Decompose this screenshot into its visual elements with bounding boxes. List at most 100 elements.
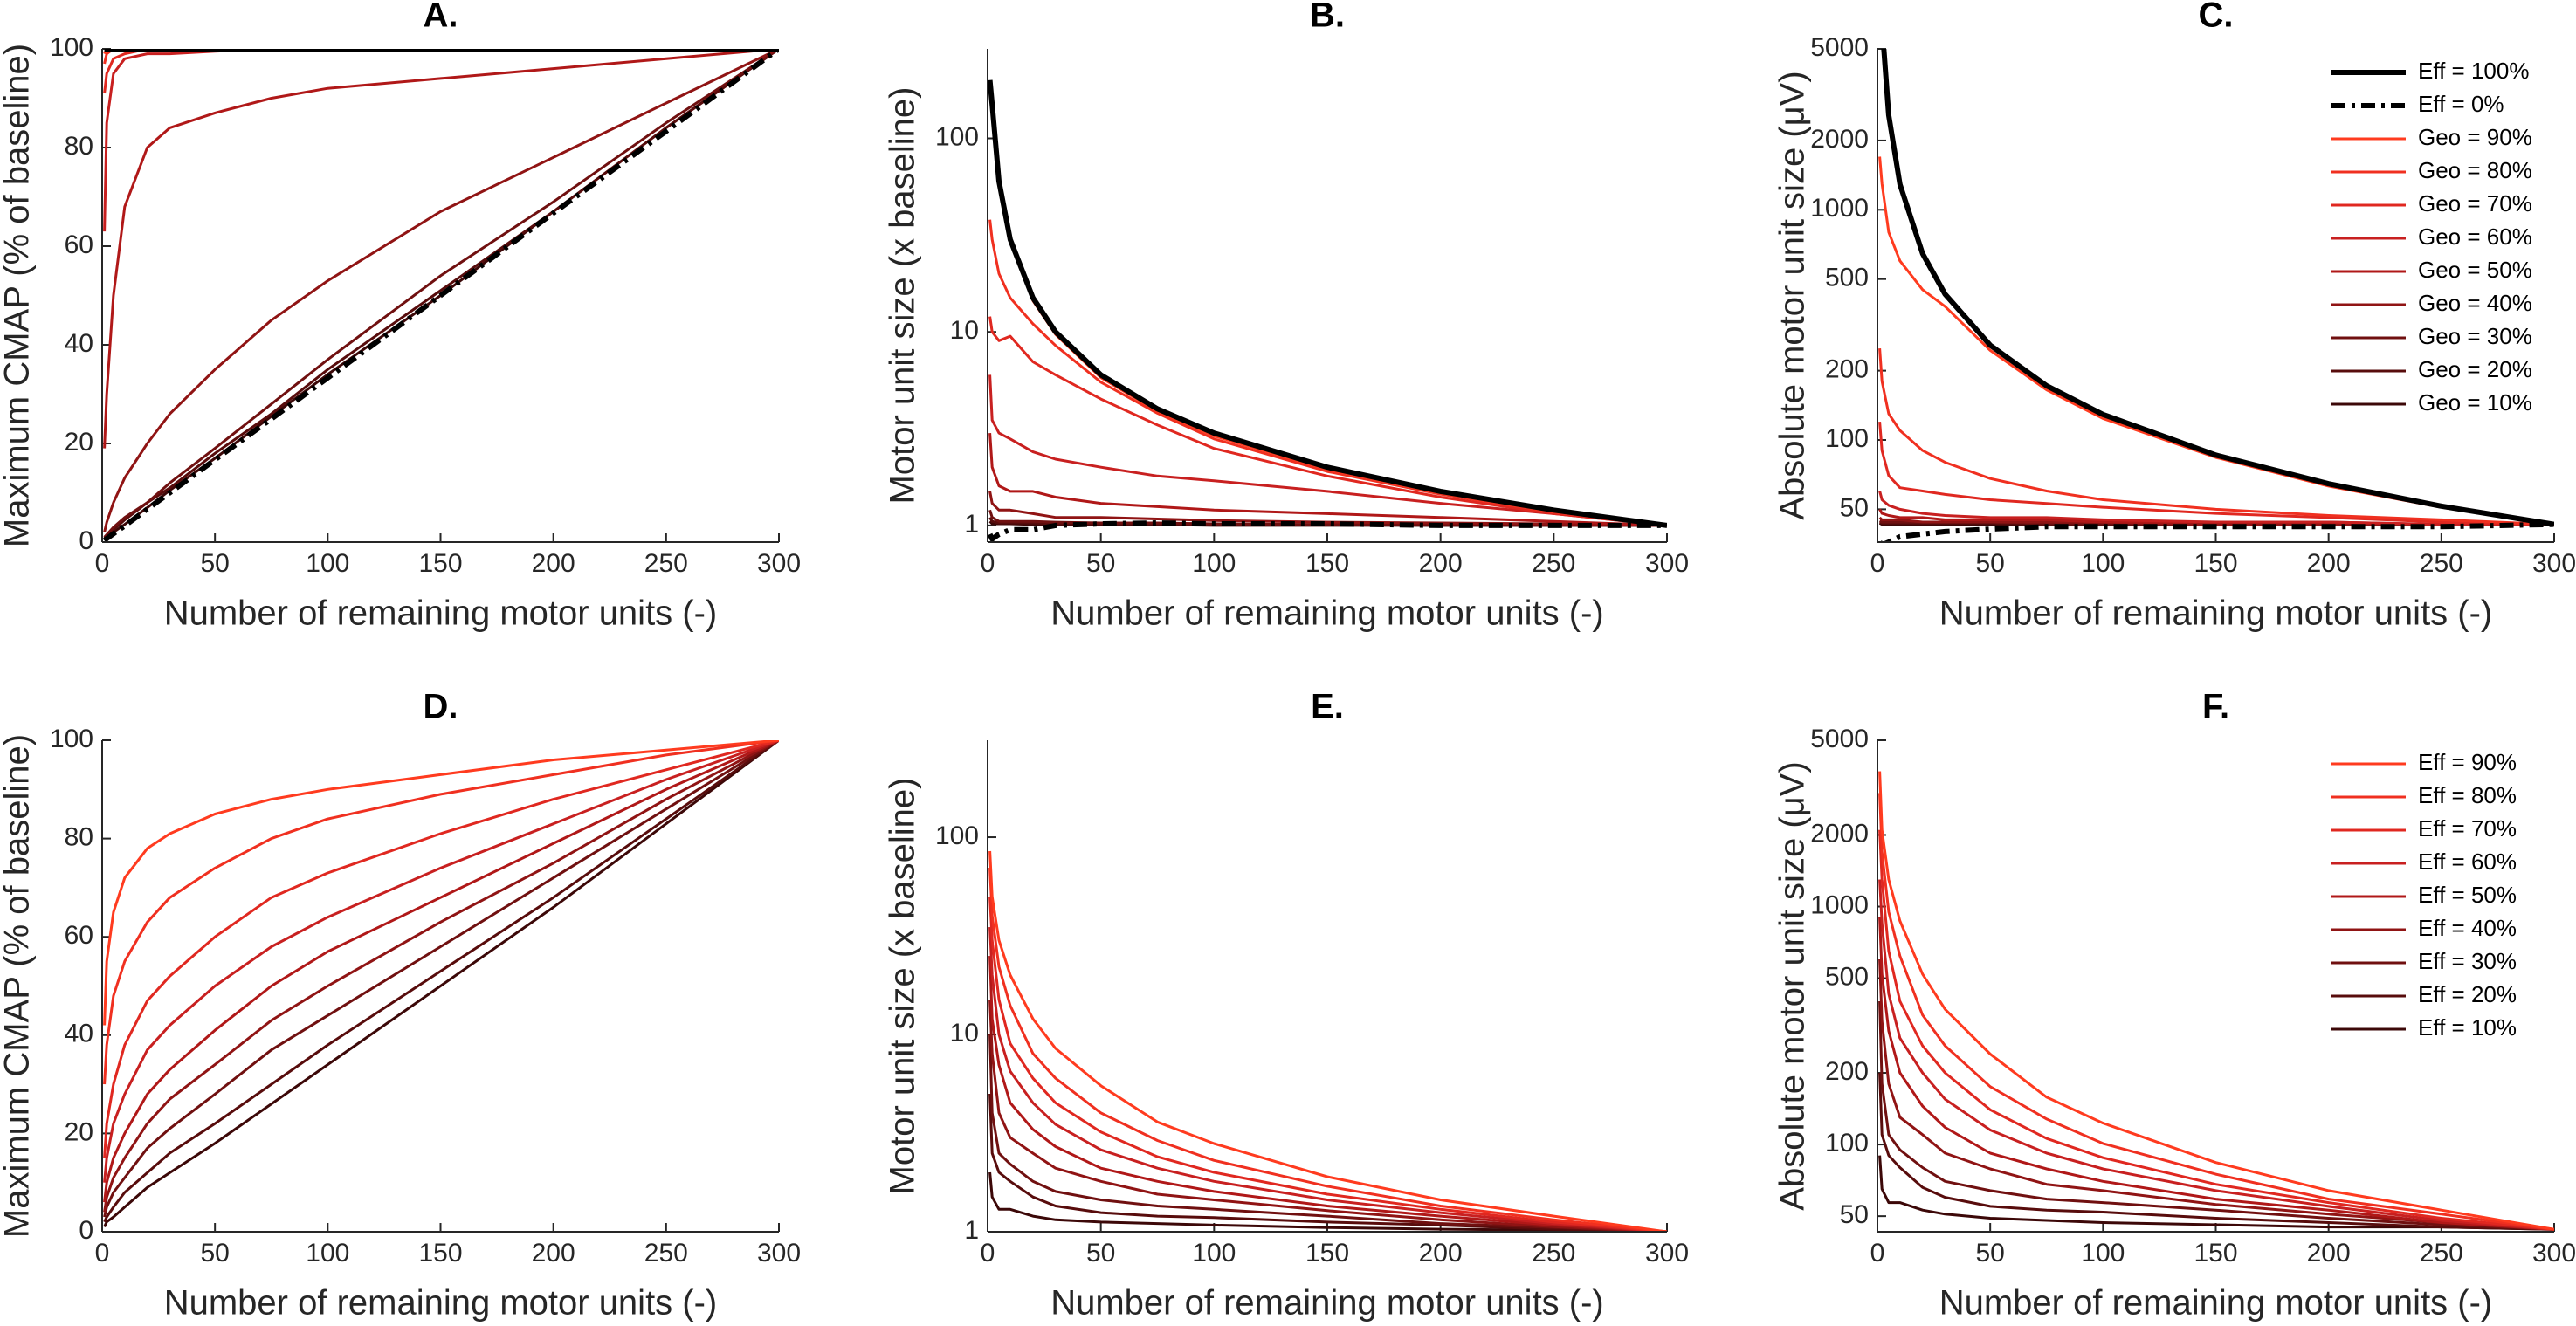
series-line [1878, 1000, 2554, 1231]
x-tick-label: 150 [1305, 1239, 1349, 1268]
chart-title: F. [2202, 688, 2229, 726]
y-axis-label: Maximum CMAP (% of baseline) [0, 734, 37, 1238]
legend-label: Geo = 70% [2418, 190, 2532, 216]
series-line [1878, 421, 2554, 526]
x-tick-label: 100 [306, 1239, 349, 1268]
legend-label: Eff = 0% [2418, 91, 2504, 117]
series-group [103, 740, 779, 1228]
y-axis-label: Maximum CMAP (% of baseline) [0, 44, 37, 547]
x-axis-label: Number of remaining motor units (-) [1050, 594, 1604, 633]
x-tick-label: 50 [1975, 549, 2004, 578]
x-tick-label: 250 [1532, 1239, 1575, 1268]
x-axis-label: Number of remaining motor units (-) [164, 594, 718, 633]
series-line [988, 927, 1667, 1232]
y-tick-label: 20 [65, 1117, 93, 1146]
x-tick-label: 0 [95, 1239, 110, 1268]
y-tick-label: 5000 [1810, 33, 1869, 62]
series-line [988, 1034, 1667, 1232]
x-tick-label: 150 [418, 549, 462, 578]
y-tick-label: 20 [65, 428, 93, 457]
x-tick-label: 250 [2420, 1239, 2463, 1268]
series-line [103, 740, 779, 1026]
x-tick-label: 300 [757, 549, 801, 578]
series-line [1878, 1155, 2554, 1231]
x-axis-label: Number of remaining motor units (-) [1050, 1284, 1604, 1323]
y-tick-label: 80 [65, 132, 93, 161]
chart-title: E. [1311, 688, 1344, 726]
series-line [988, 219, 1667, 527]
legend-label: Geo = 10% [2418, 389, 2532, 416]
series-line [103, 740, 779, 1228]
x-tick-label: 200 [532, 549, 575, 578]
x-tick-label: 200 [1419, 549, 1463, 578]
series-line [988, 956, 1667, 1232]
series-line [988, 316, 1667, 527]
x-tick-label: 0 [1870, 549, 1885, 578]
x-tick-label: 100 [1192, 549, 1236, 578]
x-tick-label: 50 [1086, 1239, 1115, 1268]
y-tick-label: 100 [1825, 1129, 1869, 1158]
series-line [988, 850, 1667, 1232]
series-line [1878, 917, 2554, 1231]
series-line [988, 79, 1667, 528]
y-tick-label: 10 [950, 1019, 979, 1048]
series-line [988, 433, 1667, 527]
x-tick-label: 50 [200, 549, 229, 578]
legend-label: Eff = 60% [2418, 849, 2517, 875]
legend: Eff = 90% Eff = 80% Eff = 70% Eff = 60% Eff … [2331, 749, 2517, 1041]
series-group [988, 850, 1667, 1232]
x-tick-label: 0 [1870, 1239, 1885, 1268]
series-line [1878, 491, 2554, 526]
series-line [103, 740, 779, 1223]
legend-label: Eff = 100% [2418, 58, 2529, 84]
series-line [103, 740, 779, 1158]
y-axis-label: Motor unit size (x baseline) [884, 778, 922, 1195]
y-axis-label: Motor unit size (x baseline) [884, 87, 922, 505]
series-line [103, 49, 779, 539]
legend-label: Eff = 40% [2418, 915, 2517, 941]
panel: 0 50 100 150 200 250 300 0 20 40 60 80 100 D. Number o… [0, 688, 801, 1323]
series-line [103, 740, 779, 1213]
y-tick-label: 50 [1840, 1200, 1869, 1229]
legend-label: Eff = 90% [2418, 749, 2517, 775]
y-tick-label: 0 [79, 526, 93, 555]
y-tick-label: 500 [1825, 962, 1869, 991]
x-tick-label: 0 [981, 549, 995, 578]
x-tick-label: 300 [1645, 1239, 1689, 1268]
y-tick-label: 200 [1825, 1057, 1869, 1086]
x-tick-label: 100 [1192, 1239, 1236, 1268]
series-line [988, 84, 1667, 527]
x-axis-label: Number of remaining motor units (-) [1939, 594, 2493, 633]
legend-label: Geo = 20% [2418, 356, 2532, 382]
series-line [1878, 771, 2554, 1231]
y-tick-label: 100 [935, 821, 979, 850]
y-tick-label: 500 [1825, 264, 1869, 292]
x-tick-label: 50 [1975, 1239, 2004, 1268]
series-line [988, 374, 1667, 527]
y-axis-label: Absolute motor unit size (μV) [1774, 761, 1812, 1210]
series-group [1878, 49, 2554, 542]
legend-label: Geo = 50% [2418, 257, 2532, 283]
series-line [103, 740, 779, 1218]
series-line [1878, 829, 2554, 1231]
series-line [103, 740, 779, 1085]
series-group [1878, 771, 2554, 1231]
y-tick-label: 1000 [1810, 194, 1869, 223]
x-tick-label: 200 [1419, 1239, 1463, 1268]
panel: 0 50 100 150 200 250 300 1 10 100 B. Number of rema… [884, 0, 1689, 633]
legend-label: Geo = 40% [2418, 290, 2532, 316]
y-tick-label: 2000 [1810, 819, 1869, 848]
series-line [103, 49, 779, 449]
series-line [988, 491, 1667, 527]
series-line [988, 1093, 1667, 1232]
y-axis-label: Absolute motor unit size (μV) [1774, 71, 1812, 519]
x-tick-label: 250 [644, 549, 688, 578]
chart-title: A. [424, 0, 458, 35]
x-tick-label: 200 [2307, 1239, 2351, 1268]
legend-label: Eff = 30% [2418, 948, 2517, 974]
panel: 0 50 100 150 200 250 300 1 10 100 E. Number of rema… [884, 688, 1689, 1323]
chart-title: B. [1310, 0, 1345, 35]
y-tick-label: 5000 [1810, 725, 1869, 753]
series-line [1878, 879, 2554, 1231]
